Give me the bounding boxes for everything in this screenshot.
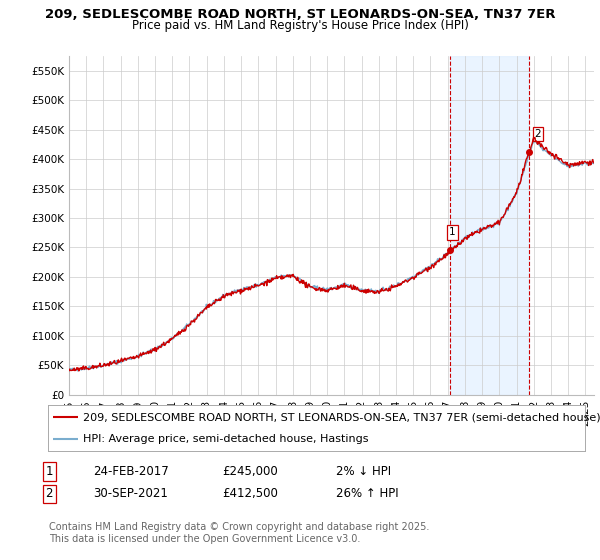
Text: 2: 2 xyxy=(535,129,541,139)
Text: HPI: Average price, semi-detached house, Hastings: HPI: Average price, semi-detached house,… xyxy=(83,435,368,444)
Bar xyxy=(450,56,529,395)
Text: 26% ↑ HPI: 26% ↑ HPI xyxy=(336,487,398,501)
Text: £412,500: £412,500 xyxy=(222,487,278,501)
Text: 209, SEDLESCOMBE ROAD NORTH, ST LEONARDS-ON-SEA, TN37 7ER (semi-detached house): 209, SEDLESCOMBE ROAD NORTH, ST LEONARDS… xyxy=(83,412,600,422)
Text: 209, SEDLESCOMBE ROAD NORTH, ST LEONARDS-ON-SEA, TN37 7ER: 209, SEDLESCOMBE ROAD NORTH, ST LEONARDS… xyxy=(45,8,555,21)
Text: Price paid vs. HM Land Registry's House Price Index (HPI): Price paid vs. HM Land Registry's House … xyxy=(131,19,469,32)
Text: Contains HM Land Registry data © Crown copyright and database right 2025.
This d: Contains HM Land Registry data © Crown c… xyxy=(49,522,430,544)
Text: 2% ↓ HPI: 2% ↓ HPI xyxy=(336,465,391,478)
Text: 2: 2 xyxy=(46,487,53,501)
Text: £245,000: £245,000 xyxy=(222,465,278,478)
Text: 30-SEP-2021: 30-SEP-2021 xyxy=(93,487,168,501)
Text: 1: 1 xyxy=(449,227,455,237)
Text: 24-FEB-2017: 24-FEB-2017 xyxy=(93,465,169,478)
Text: 1: 1 xyxy=(46,465,53,478)
